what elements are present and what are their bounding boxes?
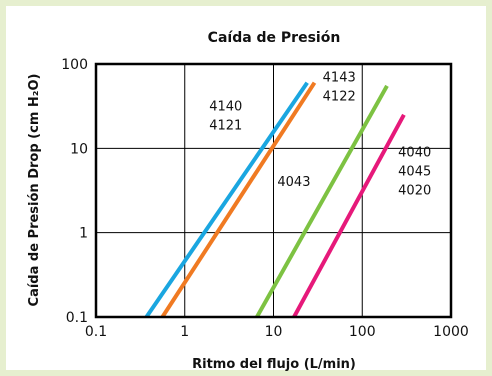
y-tick-label: 0.1 — [66, 310, 88, 326]
x-axis-label: Ritmo del flujo (L/min) — [192, 357, 356, 372]
series-annotations: 4140 4121 4143 4122 4043 4040 4045 4020 — [209, 71, 431, 199]
x-tick-label: 1000 — [433, 324, 469, 340]
series-annotation-label: 4122 — [323, 90, 356, 105]
series-annotation-label: 4020 — [398, 184, 431, 199]
y-tick-label: 10 — [70, 141, 88, 157]
x-tick-label: 10 — [265, 324, 283, 340]
series-annotation-label: 4143 — [323, 71, 356, 86]
series-annotation-label: 4040 — [398, 146, 431, 161]
series-annotation-label: 4121 — [209, 119, 242, 134]
y-tick-label: 100 — [61, 57, 88, 73]
series-line-2 — [160, 81, 317, 319]
series-lines — [144, 81, 406, 319]
series-line-3 — [255, 84, 389, 318]
x-tick-label: 100 — [349, 324, 376, 340]
chart-title: Caída de Presión — [208, 30, 341, 46]
series-annotation-label: 4043 — [277, 175, 310, 190]
x-tick-labels: 0.1 1 10 100 1000 — [85, 324, 469, 340]
y-axis-label: Caída de Presión Drop (cm H₂O) — [27, 74, 42, 307]
y-tick-label: 1 — [79, 226, 88, 242]
plot-border — [94, 62, 453, 319]
x-tick-label: 0.1 — [85, 324, 107, 340]
x-tick-label: 1 — [180, 324, 189, 340]
series-annotation-label: 4140 — [209, 100, 242, 115]
series-line-4 — [292, 113, 406, 318]
series-line-1 — [144, 81, 309, 319]
series-annotation-label: 4045 — [398, 165, 431, 180]
y-tick-labels: 0.1 1 10 100 — [61, 57, 88, 326]
